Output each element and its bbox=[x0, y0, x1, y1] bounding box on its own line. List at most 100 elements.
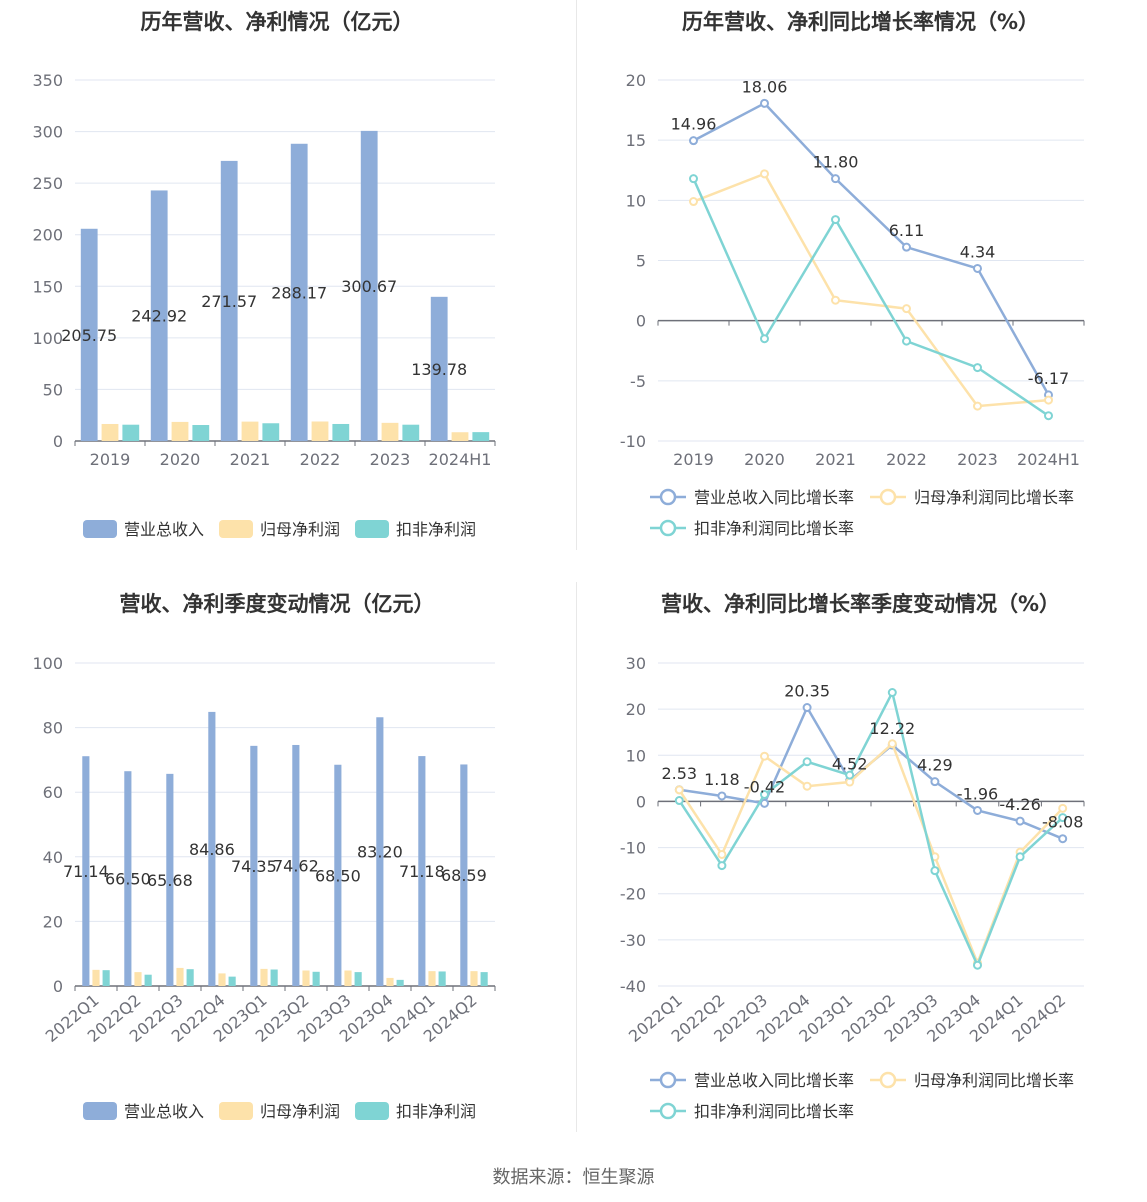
chart-svg: -10 -5 0 5 10 15 20 2019 2020 2021 2022 2023 2024H1 1… bbox=[620, 71, 1085, 538]
data-point bbox=[831, 295, 840, 305]
y-tick-label: 10 bbox=[626, 746, 646, 765]
y-tick-label: 30 bbox=[626, 654, 646, 673]
data-point bbox=[845, 770, 855, 780]
bar-deducted-profit bbox=[228, 976, 236, 986]
x-tick-label: 2021 bbox=[815, 450, 856, 469]
line-data-label: 2.53 bbox=[661, 764, 697, 783]
y-tick-label: 0 bbox=[53, 977, 63, 996]
y-tick-label: 40 bbox=[43, 848, 63, 867]
data-point bbox=[760, 334, 769, 344]
bar-data-label: 205.75 bbox=[61, 326, 117, 345]
data-point bbox=[831, 215, 840, 225]
legend-swatch bbox=[83, 1102, 117, 1120]
series-line-net-profit bbox=[678, 741, 1064, 967]
line-data-label: 4.29 bbox=[917, 756, 953, 775]
x-tick-label: 2019 bbox=[673, 450, 714, 469]
bar-data-label: 74.62 bbox=[273, 856, 319, 875]
bar-net-profit bbox=[302, 970, 310, 986]
data-point bbox=[760, 98, 769, 108]
data-point bbox=[973, 263, 982, 273]
legend-label: 归母净利润 bbox=[260, 520, 340, 539]
chart-svg: 0204060801002022Q12022Q22022Q32022Q42023… bbox=[32, 654, 496, 1121]
data-point bbox=[802, 703, 812, 713]
legend-swatch bbox=[355, 520, 389, 538]
series-line-deducted-profit bbox=[692, 178, 1050, 417]
data-point bbox=[1058, 834, 1068, 844]
legend-label: 归母净利润同比增长率 bbox=[914, 488, 1074, 507]
line-data-label: -0.42 bbox=[744, 777, 785, 796]
line-data-label: 4.52 bbox=[832, 755, 868, 774]
data-point bbox=[689, 136, 698, 146]
bar-deducted-profit bbox=[438, 971, 446, 986]
y-tick-label: -10 bbox=[620, 432, 646, 451]
data-point bbox=[1044, 411, 1053, 421]
legend-label: 扣非净利润同比增长率 bbox=[694, 1102, 854, 1121]
series-line-deducted-profit bbox=[678, 688, 1064, 969]
y-tick-label: 50 bbox=[43, 380, 63, 399]
bar-revenue bbox=[150, 190, 168, 441]
quarterly-growth-rate-chart: 营收、净利同比增长率季度变动情况（%） -40 -30 -20 -10 0 10 20 30 2… bbox=[574, 582, 1147, 1152]
data-point bbox=[902, 304, 911, 314]
bar-data-label: 71.18 bbox=[399, 862, 445, 881]
line-data-label: -4.26 bbox=[999, 795, 1040, 814]
data-point bbox=[902, 336, 911, 346]
bar-net-profit bbox=[134, 972, 142, 986]
data-point bbox=[973, 960, 982, 970]
bar-deducted-profit bbox=[144, 974, 152, 986]
chart-svg: 0 50 100 150 200 250 300 350 2019 2020 2021 2022 202… bbox=[32, 71, 496, 539]
bar-data-label: 68.59 bbox=[441, 866, 487, 885]
data-point bbox=[930, 777, 940, 787]
quarterly-revenue-profit-chart: 营收、净利季度变动情况（亿元） 0 20 40 60 80 100 2022Q1 2022Q2… bbox=[0, 582, 574, 1152]
bar-data-label: 83.20 bbox=[357, 843, 403, 862]
bar-revenue bbox=[292, 744, 300, 986]
bar-net-profit bbox=[101, 423, 119, 441]
bar-revenue bbox=[290, 143, 308, 441]
bar-data-label: 288.17 bbox=[271, 283, 327, 302]
line-data-label: 18.06 bbox=[742, 77, 788, 96]
bar-deducted-profit bbox=[480, 972, 488, 986]
line-data-label: 11.80 bbox=[813, 153, 859, 172]
legend-label: 营业总收入同比增长率 bbox=[694, 1071, 854, 1090]
y-tick-label: 15 bbox=[626, 131, 646, 150]
data-point bbox=[973, 805, 982, 815]
legend-marker-symbol bbox=[659, 488, 677, 506]
legend-label: 营业总收入 bbox=[124, 1102, 204, 1121]
bar-revenue bbox=[334, 764, 342, 986]
data-point bbox=[760, 751, 769, 761]
y-tick-label: 150 bbox=[32, 277, 63, 296]
bar-revenue bbox=[376, 717, 384, 986]
chart-title: 营收、净利同比增长率季度变动情况（%） bbox=[660, 592, 1061, 616]
bar-deducted-profit bbox=[396, 979, 404, 986]
bar-net-profit bbox=[241, 421, 259, 441]
y-tick-label: 350 bbox=[32, 71, 63, 90]
y-tick-label: 100 bbox=[32, 329, 63, 348]
bar-net-profit bbox=[428, 971, 436, 986]
x-tick-label: 2022 bbox=[886, 450, 927, 469]
series-line-revenue bbox=[692, 101, 1050, 396]
legend-swatch bbox=[355, 1102, 389, 1120]
bar-deducted-profit bbox=[262, 423, 280, 441]
y-tick-label: 80 bbox=[43, 719, 63, 738]
bar-data-label: 68.50 bbox=[315, 866, 361, 885]
line-data-label: 14.96 bbox=[671, 115, 717, 134]
legend-label: 扣非净利润 bbox=[396, 1102, 476, 1121]
line-data-label: 1.18 bbox=[704, 770, 740, 789]
x-tick-label: 2023 bbox=[370, 450, 411, 469]
data-point bbox=[887, 688, 897, 698]
y-tick-label: 300 bbox=[32, 123, 63, 142]
data-point bbox=[930, 866, 940, 876]
bar-net-profit bbox=[171, 421, 189, 441]
bar-net-profit bbox=[92, 969, 100, 986]
bar-net-profit bbox=[260, 968, 268, 986]
legend-marker-symbol bbox=[659, 519, 677, 537]
bar-net-profit bbox=[311, 421, 329, 441]
line-data-label: -1.96 bbox=[957, 784, 998, 803]
data-point bbox=[973, 363, 982, 373]
y-tick-label: -40 bbox=[620, 977, 646, 996]
y-tick-label: 250 bbox=[32, 174, 63, 193]
data-point bbox=[1044, 395, 1053, 405]
data-point bbox=[674, 785, 684, 795]
bar-revenue bbox=[250, 745, 258, 986]
legend-swatch bbox=[83, 520, 117, 538]
x-tick-label: 2019 bbox=[90, 450, 131, 469]
